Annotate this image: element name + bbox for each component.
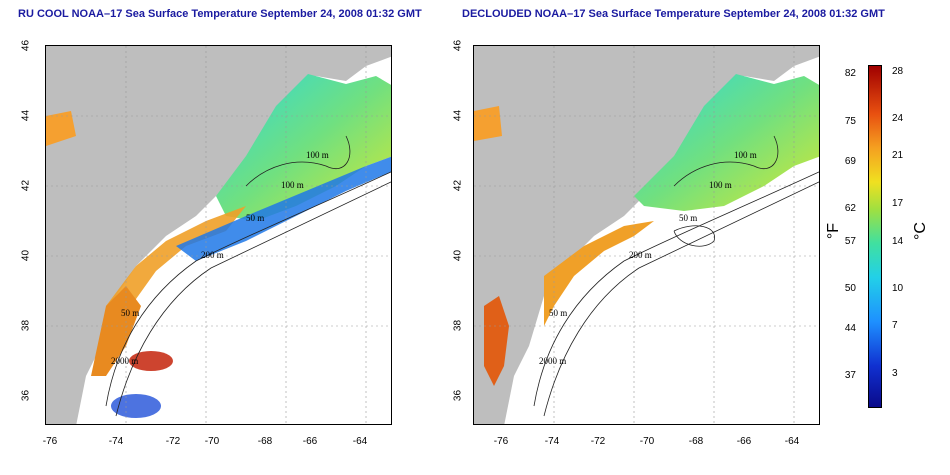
left-lat-tick: 38 [20, 319, 32, 332]
left-lat-tick: 40 [20, 249, 32, 262]
colorbar-f-unit: °F [825, 222, 843, 240]
left-lat-tick: 44 [20, 109, 32, 122]
contour-label: 50 m [549, 308, 567, 318]
contour-label: 100 m [281, 180, 304, 190]
contour-label: 200 m [201, 250, 224, 260]
warm-coastal-band [544, 221, 654, 326]
colorbar-c-tick: 21 [892, 150, 904, 161]
left-lon-tick: -74 [108, 436, 124, 447]
right-map-canvas: 100 m 100 m 50 m 200 m 50 m 2000 m [474, 46, 819, 424]
right-lon-tick: -66 [736, 436, 752, 447]
contour-label: 50 m [246, 213, 264, 223]
left-lon-tick: -70 [204, 436, 220, 447]
cold-cloud-edge [176, 156, 391, 261]
right-lon-tick: -72 [590, 436, 606, 447]
contour-label: 2000 m [111, 356, 138, 366]
left-sst-map: 100 m 100 m 50 m 200 m 50 m 2000 m [45, 45, 392, 425]
temperature-colorbar [868, 65, 882, 408]
right-lat-tick: 46 [452, 39, 464, 52]
right-lat-tick: 42 [452, 179, 464, 192]
colorbar-c-tick: 17 [892, 198, 904, 209]
colorbar-c-tick: 28 [892, 66, 904, 77]
colorbar-c-tick: 14 [892, 236, 904, 247]
colorbar-c-tick: 3 [892, 368, 898, 379]
colorbar-f-tick: 57 [844, 236, 856, 247]
contour-label: 100 m [306, 150, 329, 160]
right-lon-tick: -70 [639, 436, 655, 447]
colorbar-f-tick: 37 [844, 370, 856, 381]
left-lon-tick: -76 [42, 436, 58, 447]
contour-label: 2000 m [539, 356, 566, 366]
left-map-canvas: 100 m 100 m 50 m 200 m 50 m 2000 m [46, 46, 391, 424]
right-sst-map: 100 m 100 m 50 m 200 m 50 m 2000 m [473, 45, 820, 425]
colorbar-c-tick: 10 [892, 283, 904, 294]
colorbar-c-tick: 24 [892, 113, 904, 124]
left-lat-tick: 46 [20, 39, 32, 52]
contour-label: 100 m [734, 150, 757, 160]
left-lon-tick: -64 [352, 436, 368, 447]
right-lat-tick: 36 [452, 389, 464, 402]
right-map-title: DECLOUDED NOAA–17 Sea Surface Temperatur… [462, 8, 885, 20]
land-area [474, 46, 819, 424]
colorbar-f-tick: 69 [844, 156, 856, 167]
colorbar-f-tick: 82 [844, 68, 856, 79]
right-lat-tick: 38 [452, 319, 464, 332]
colorbar-f-tick: 75 [844, 116, 856, 127]
left-lon-tick: -66 [302, 436, 318, 447]
shelf-water [216, 74, 391, 221]
colorbar-c-tick: 7 [892, 320, 898, 331]
shelf-water [634, 74, 819, 211]
colorbar-f-tick: 50 [844, 283, 856, 294]
left-lon-tick: -68 [257, 436, 273, 447]
contour-label: 200 m [629, 250, 652, 260]
contour-label: 50 m [679, 213, 697, 223]
colorbar-f-tick: 62 [844, 203, 856, 214]
right-lat-tick: 40 [452, 249, 464, 262]
left-lat-tick: 36 [20, 389, 32, 402]
land-area [46, 46, 391, 424]
right-lon-tick: -76 [493, 436, 509, 447]
right-lon-tick: -74 [544, 436, 560, 447]
right-lat-tick: 44 [452, 109, 464, 122]
left-lat-tick: 42 [20, 179, 32, 192]
contour-label: 100 m [709, 180, 732, 190]
left-lon-tick: -72 [165, 436, 181, 447]
right-lon-tick: -64 [784, 436, 800, 447]
left-map-title: RU COOL NOAA–17 Sea Surface Temperature … [18, 8, 422, 20]
right-lon-tick: -68 [688, 436, 704, 447]
colorbar-c-unit: °C [911, 222, 929, 240]
colorbar-f-tick: 44 [844, 323, 856, 334]
contour-label: 50 m [121, 308, 139, 318]
